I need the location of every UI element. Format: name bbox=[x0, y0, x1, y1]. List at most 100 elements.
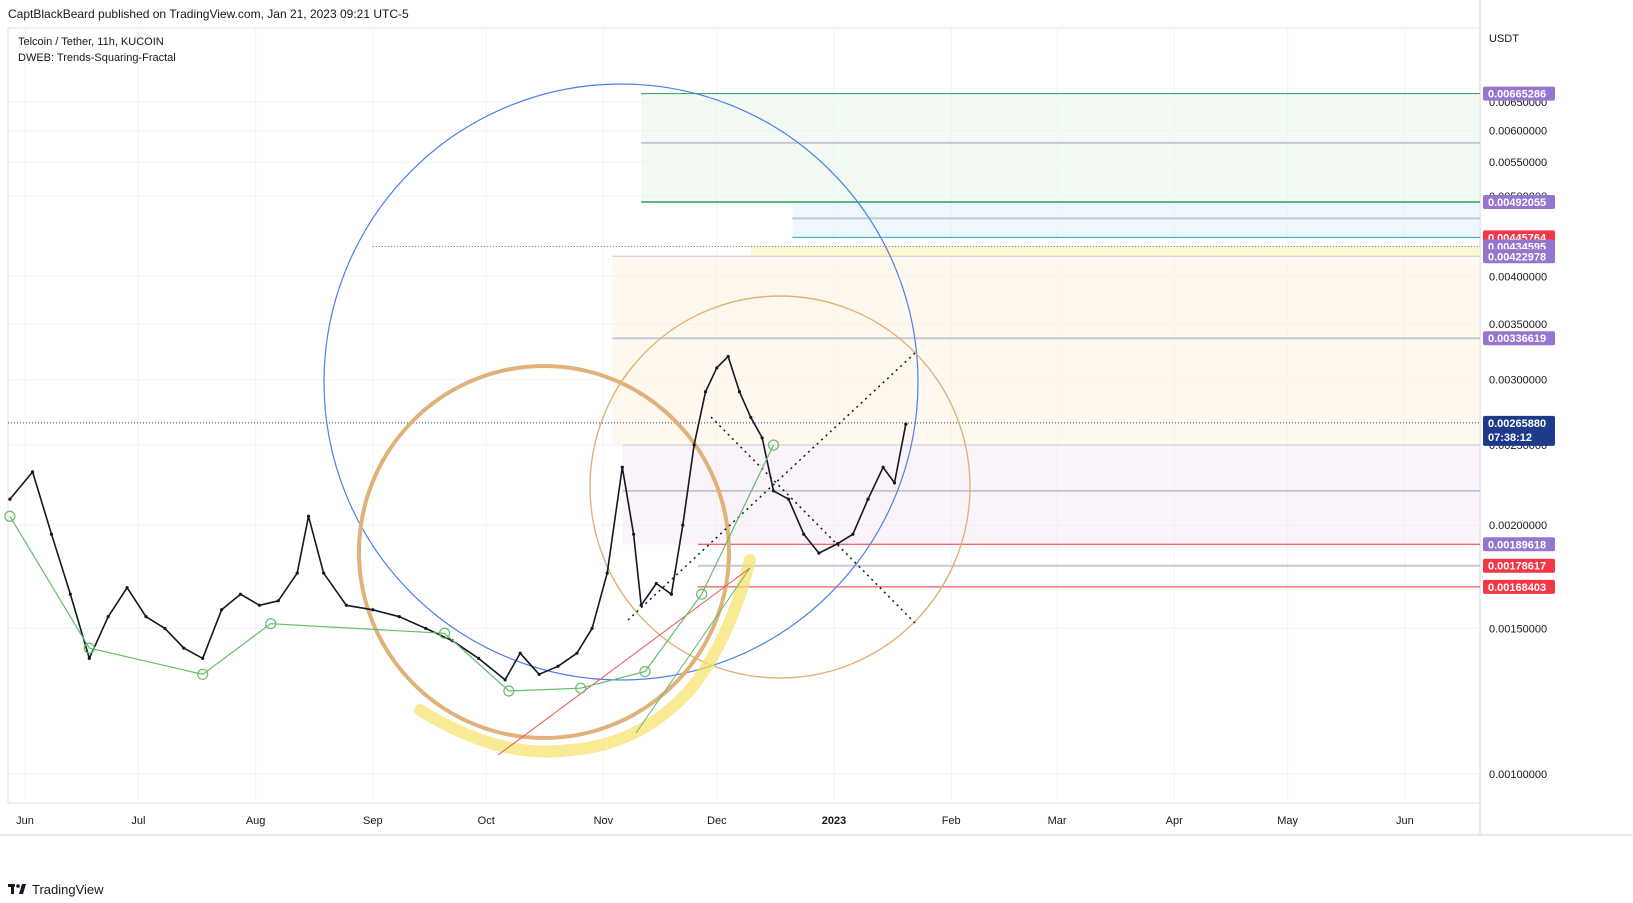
x-tick-label: Mar bbox=[1048, 815, 1067, 827]
orange-circle-thin bbox=[589, 295, 971, 679]
price-point bbox=[144, 615, 148, 619]
x-tick-label: Jun bbox=[16, 815, 34, 827]
price-tag: 0.00168403 bbox=[1483, 579, 1555, 594]
x-tick-label: Feb bbox=[942, 815, 961, 827]
price-tag: 0.00178617 bbox=[1483, 558, 1555, 573]
target-zone-cyan bbox=[792, 201, 1480, 238]
price-tag: 0.00665286 bbox=[1483, 86, 1555, 101]
zones-layer bbox=[8, 93, 1480, 588]
price-point bbox=[201, 656, 205, 660]
price-point bbox=[771, 489, 776, 493]
fractal-marker bbox=[639, 666, 651, 678]
price-point bbox=[306, 514, 311, 518]
x-tick-label: May bbox=[1277, 815, 1298, 827]
price-point bbox=[904, 422, 908, 426]
price-point bbox=[106, 615, 110, 619]
highlight-arc bbox=[414, 554, 756, 758]
price-point bbox=[692, 443, 696, 447]
price-tag: 0.00265880 07:38:12 bbox=[1483, 415, 1555, 446]
price-tag-countdown: 07:38:12 bbox=[1488, 432, 1532, 444]
blue-circle bbox=[323, 83, 919, 681]
price-point bbox=[503, 678, 507, 682]
price-tag-label: 0.00492055 bbox=[1488, 197, 1546, 209]
fractal-marker bbox=[197, 668, 209, 680]
price-point bbox=[49, 532, 54, 536]
price-point bbox=[575, 651, 579, 655]
price-point bbox=[760, 436, 764, 440]
price-point bbox=[787, 497, 791, 501]
price-point bbox=[892, 481, 897, 485]
x-tick-label: Jul bbox=[131, 815, 145, 827]
trend-line bbox=[497, 567, 751, 756]
price-point bbox=[639, 603, 643, 607]
fractal-support-line bbox=[9, 444, 775, 692]
price-tag-box bbox=[1483, 86, 1555, 101]
price-tag-label: 0.00422978 bbox=[1488, 251, 1546, 263]
price-tag-label: 0.00665286 bbox=[1488, 89, 1546, 101]
footer-brand: TradingView bbox=[8, 878, 104, 900]
fractal-marker bbox=[503, 685, 515, 697]
fractal-marker bbox=[767, 439, 780, 451]
y-tick-label: 0.00100000 bbox=[1489, 769, 1547, 781]
price-tag-box bbox=[1483, 415, 1555, 446]
price-point bbox=[163, 626, 167, 631]
price-tag-label: 0.00178617 bbox=[1488, 561, 1546, 573]
price-tag-box bbox=[1483, 558, 1555, 573]
price-tag-box bbox=[1483, 331, 1555, 346]
price-tag-label: 0.00189618 bbox=[1488, 539, 1546, 551]
dotted-cross-line bbox=[710, 416, 916, 624]
price-point bbox=[669, 592, 674, 596]
fractal-marker bbox=[265, 618, 277, 630]
price-point bbox=[620, 465, 624, 469]
price-tag-label: 0.00168403 bbox=[1488, 582, 1546, 594]
x-tick-label: Jun bbox=[1396, 815, 1414, 827]
y-tick-label: 0.00300000 bbox=[1489, 375, 1547, 387]
price-point bbox=[715, 366, 719, 370]
price-point bbox=[881, 465, 885, 469]
price-tag-label: 0.00265880 bbox=[1488, 418, 1546, 430]
x-tick-label: Nov bbox=[594, 815, 614, 827]
price-line bbox=[9, 355, 907, 681]
price-point bbox=[726, 354, 730, 359]
price-point bbox=[477, 656, 481, 660]
price-tag-box bbox=[1483, 537, 1555, 552]
x-tick-label: Sep bbox=[363, 815, 383, 827]
price-point bbox=[182, 646, 186, 650]
y-tick-label: 0.00200000 bbox=[1489, 520, 1547, 532]
x-tick-label: 2023 bbox=[822, 815, 846, 827]
price-tag: 0.00189618 bbox=[1483, 537, 1555, 552]
price-tag-box bbox=[1483, 579, 1555, 594]
price-point bbox=[295, 571, 299, 575]
price-point bbox=[817, 551, 821, 555]
price-point bbox=[836, 541, 840, 546]
price-point bbox=[737, 390, 742, 394]
price-point bbox=[632, 532, 636, 536]
price-point bbox=[424, 626, 428, 631]
price-point bbox=[257, 603, 261, 607]
x-tick-label: Dec bbox=[707, 815, 727, 827]
price-series-layer bbox=[4, 354, 908, 697]
fractal-marker bbox=[696, 588, 708, 600]
price-point bbox=[866, 497, 870, 501]
fractal-marker bbox=[439, 627, 451, 639]
x-tick-label: Aug bbox=[246, 815, 266, 827]
price-point bbox=[125, 586, 129, 590]
price-point bbox=[371, 608, 375, 612]
price-tags-layer: 0.006652860.004920550.004457640.00434595… bbox=[1483, 86, 1555, 594]
price-point bbox=[537, 672, 541, 676]
price-tag: 0.00336619 bbox=[1483, 331, 1555, 346]
fractal-marker bbox=[575, 682, 587, 694]
price-point bbox=[87, 656, 91, 660]
fractal-marker bbox=[83, 642, 95, 654]
price-point bbox=[8, 497, 12, 501]
price-point bbox=[276, 599, 280, 603]
price-point bbox=[851, 532, 855, 536]
y-tick-label: 0.00600000 bbox=[1489, 126, 1547, 138]
price-tag: 0.00422978 bbox=[1483, 249, 1555, 264]
price-point bbox=[556, 664, 560, 668]
price-point bbox=[518, 651, 522, 655]
symbol-title: Telcoin / Tether, 11h, KUCOIN bbox=[18, 36, 164, 48]
target-zone-orange bbox=[612, 256, 1480, 446]
target-zone-yellow bbox=[750, 246, 1480, 257]
